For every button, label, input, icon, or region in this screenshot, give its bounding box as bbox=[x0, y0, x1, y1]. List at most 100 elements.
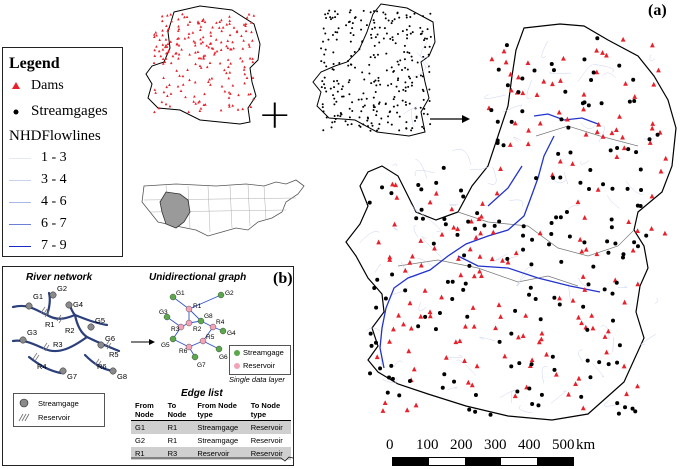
streamgage-marker bbox=[393, 95, 396, 98]
streamgage-marker bbox=[581, 304, 586, 309]
streamgage-marker bbox=[378, 366, 383, 371]
dam-marker bbox=[154, 91, 157, 94]
streamgage-marker bbox=[528, 285, 533, 290]
streamgage-marker bbox=[407, 379, 412, 384]
dam-marker bbox=[227, 90, 231, 94]
flowline bbox=[625, 181, 643, 195]
dam-marker bbox=[538, 336, 544, 342]
dam-marker bbox=[241, 47, 245, 50]
dam-marker bbox=[564, 116, 570, 122]
edge-cell: Reservoir bbox=[246, 420, 291, 434]
streamgage-marker bbox=[370, 122, 373, 125]
streamgage-marker bbox=[414, 216, 419, 221]
streamgage-marker bbox=[389, 37, 392, 40]
streamgage-marker bbox=[405, 14, 408, 17]
dam-marker bbox=[594, 251, 600, 257]
flowline bbox=[578, 278, 588, 288]
flowline bbox=[550, 390, 567, 404]
streamgage-marker bbox=[361, 40, 364, 43]
streamgage-marker bbox=[591, 70, 596, 75]
edge-row: R1 R3 Reservoir Reservoir bbox=[131, 447, 291, 460]
dam-marker bbox=[198, 99, 201, 103]
streamgage-marker bbox=[325, 90, 328, 93]
river-network-legend: Streamgage Reservoir bbox=[13, 393, 105, 427]
streamgage-marker bbox=[558, 175, 563, 180]
streamgage-marker bbox=[431, 241, 436, 246]
streamgage-marker bbox=[579, 394, 584, 399]
streamgage-marker bbox=[376, 10, 379, 13]
streamgage-marker bbox=[620, 255, 625, 260]
legend-dams-label: Dams bbox=[31, 78, 64, 93]
streamgage-marker bbox=[406, 68, 409, 71]
streamgage-marker bbox=[375, 110, 378, 113]
edge-cell: R3 bbox=[163, 447, 194, 460]
streamgage-marker bbox=[339, 115, 342, 118]
streamgage-marker bbox=[586, 282, 591, 287]
streamgage-marker bbox=[384, 103, 387, 106]
streamgage-marker bbox=[411, 127, 414, 130]
flow-line-swatch bbox=[9, 223, 31, 225]
dam-marker bbox=[469, 382, 475, 388]
flowline bbox=[526, 80, 532, 100]
streamgage-marker bbox=[428, 70, 431, 73]
dam-marker bbox=[213, 51, 217, 54]
streamgage-marker bbox=[378, 26, 381, 29]
dam-marker bbox=[167, 27, 170, 31]
dam-marker bbox=[209, 41, 213, 45]
streamgage-marker bbox=[521, 247, 526, 252]
streamgage-marker bbox=[582, 57, 587, 62]
main-river bbox=[379, 135, 555, 369]
dam-points bbox=[152, 12, 256, 114]
dam-marker bbox=[178, 74, 181, 77]
dam-marker bbox=[198, 64, 202, 67]
dam-marker bbox=[408, 325, 414, 331]
streamgage-marker bbox=[320, 86, 323, 89]
streamgage-marker bbox=[333, 86, 336, 89]
streamgage-marker bbox=[408, 102, 411, 105]
streamgage-marker bbox=[401, 30, 404, 33]
dam-marker bbox=[621, 145, 627, 151]
streamgage-marker bbox=[321, 103, 324, 106]
streamgage-marker bbox=[332, 51, 335, 54]
dam-marker bbox=[183, 15, 186, 19]
dam-marker bbox=[376, 239, 382, 245]
streamgage-marker bbox=[566, 125, 571, 130]
streamgage-marker bbox=[333, 114, 336, 117]
river-label: G4 bbox=[73, 300, 83, 309]
streamgage-marker bbox=[445, 279, 450, 284]
streamgage-marker bbox=[423, 39, 426, 42]
dam-marker bbox=[164, 38, 168, 41]
streamgage-marker bbox=[466, 219, 471, 224]
streamgage-marker bbox=[352, 34, 355, 37]
streamgage-marker bbox=[323, 86, 326, 89]
dam-marker bbox=[192, 39, 196, 43]
dam-marker bbox=[249, 105, 253, 108]
streamgage-marker bbox=[614, 280, 619, 285]
streamgage-marker bbox=[521, 233, 526, 238]
streamgage-marker bbox=[405, 16, 408, 19]
legend-flow-1: 1 - 3 bbox=[9, 150, 67, 166]
streamgage-marker bbox=[372, 286, 377, 291]
streamgage-marker bbox=[351, 22, 354, 25]
streamgage-marker bbox=[411, 59, 414, 62]
edge-row: G1 R1 Streamgage Reservoir bbox=[131, 420, 291, 434]
flowline bbox=[420, 41, 429, 59]
streamgage-marker bbox=[567, 234, 572, 239]
dam-marker bbox=[458, 272, 464, 278]
dam-marker bbox=[153, 54, 157, 57]
streamgage-marker bbox=[588, 168, 593, 173]
dam-marker bbox=[219, 40, 223, 44]
dam-marker bbox=[157, 106, 161, 110]
dam-marker bbox=[229, 92, 232, 95]
streamgage-marker bbox=[376, 33, 379, 36]
dam-marker bbox=[184, 95, 187, 99]
scale-bar-blocks bbox=[392, 457, 574, 466]
dam-marker bbox=[581, 106, 586, 112]
streamgage-marker bbox=[407, 85, 410, 88]
flow-line-swatch bbox=[9, 157, 31, 159]
dam-marker bbox=[407, 259, 413, 265]
dam-marker bbox=[228, 70, 232, 74]
legend-dams: Dams bbox=[11, 78, 64, 94]
graph-label: R4 bbox=[216, 319, 225, 326]
dam-marker bbox=[413, 402, 419, 408]
